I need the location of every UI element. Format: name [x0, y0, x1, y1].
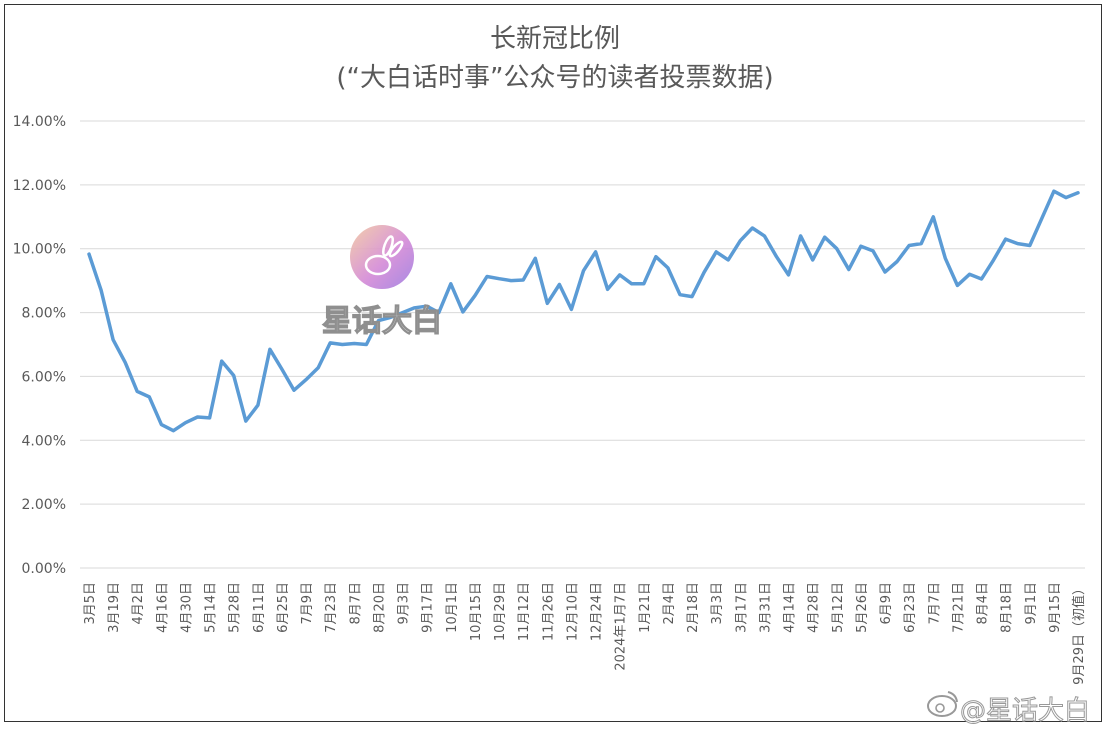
- gridlines: [80, 120, 1085, 569]
- x-tick-label: 6月25日: [276, 582, 291, 633]
- x-tick-label: 6月23日: [903, 582, 918, 633]
- y-tick-label: 14.00%: [13, 114, 66, 130]
- x-tick-label: 8月4日: [976, 582, 991, 625]
- y-tick-label: 8.00%: [22, 306, 66, 322]
- x-tick-label: 11月26日: [541, 582, 556, 641]
- x-tick-label: 5月28日: [228, 582, 243, 633]
- y-tick-label: 0.00%: [22, 561, 66, 577]
- x-tick-label: 10月1日: [445, 582, 460, 633]
- x-tick-label: 11月12日: [517, 582, 532, 641]
- x-tick-label: 5月14日: [204, 582, 219, 633]
- y-tick-label: 2.00%: [22, 497, 66, 513]
- x-tick-label: 5月26日: [855, 582, 870, 633]
- x-tick-label: 4月16日: [155, 582, 170, 633]
- series-line: [87, 189, 1080, 433]
- series-lines: [87, 189, 1080, 433]
- x-tick-label: 7月9日: [300, 582, 315, 625]
- x-tick-label: 3月31日: [758, 582, 773, 633]
- y-axis-tick-labels: 0.00% 2.00% 4.00% 6.00% 8.00% 10.00% 12.00% 14.…: [13, 114, 66, 577]
- chart-title: 长新冠比例: [489, 24, 620, 54]
- x-tick-label: 10月29日: [493, 582, 508, 641]
- x-axis-tick-labels: 3月5日 3月19日 4月2日 4月16日 4月30日 5月14日 5月28日 6月11日 6月…: [83, 582, 1087, 685]
- x-tick-label: 7月23日: [324, 582, 339, 633]
- corner-watermark-text: @星话大白: [959, 696, 1091, 727]
- x-tick-label: 7月21日: [951, 582, 966, 633]
- rabbit-logo-icon: [350, 225, 414, 289]
- chart-frame: [4, 4, 1102, 722]
- y-tick-label: 6.00%: [22, 369, 66, 385]
- x-tick-label: 2月18日: [686, 582, 701, 633]
- chart-subtitle: (“大白话时事”公众号的读者投票数据): [336, 63, 774, 93]
- x-tick-label: 12月10日: [565, 582, 580, 641]
- x-tick-label: 4月30日: [179, 582, 194, 633]
- x-tick-label: 2024年1月7日: [614, 582, 629, 671]
- x-tick-label: 9月1日: [1024, 582, 1039, 625]
- x-tick-label: 7月7日: [927, 582, 942, 625]
- x-tick-label: 8月7日: [348, 582, 363, 625]
- x-tick-label: 9月3日: [397, 582, 412, 625]
- x-tick-label: 3月3日: [710, 582, 725, 625]
- x-tick-label: 4月2日: [131, 582, 146, 625]
- x-tick-label: 1月21日: [638, 582, 653, 633]
- x-tick-label: 9月29日（初值）: [1071, 582, 1087, 685]
- x-tick-label: 9月17日: [421, 582, 436, 633]
- y-tick-label: 12.00%: [13, 178, 66, 194]
- x-tick-label: 10月15日: [469, 582, 484, 641]
- x-tick-label: 9月15日: [1048, 582, 1063, 633]
- x-tick-label: 3月19日: [107, 582, 122, 633]
- x-tick-label: 2月4日: [662, 582, 677, 625]
- x-tick-label: 8月18日: [1000, 582, 1015, 633]
- x-tick-label: 8月20日: [372, 582, 387, 633]
- y-tick-label: 4.00%: [22, 433, 66, 449]
- center-watermark-text: 星话大白: [321, 303, 442, 339]
- x-tick-label: 6月9日: [879, 582, 894, 625]
- x-tick-label: 4月14日: [783, 582, 798, 633]
- y-tick-label: 10.00%: [13, 242, 66, 258]
- x-tick-label: 5月12日: [831, 582, 846, 633]
- x-tick-label: 3月17日: [734, 582, 749, 633]
- x-tick-label: 3月5日: [83, 582, 98, 625]
- x-tick-label: 12月24日: [590, 582, 605, 641]
- x-tick-label: 6月11日: [252, 582, 267, 633]
- weibo-logo-icon: [927, 691, 958, 717]
- x-tick-label: 4月28日: [807, 582, 822, 633]
